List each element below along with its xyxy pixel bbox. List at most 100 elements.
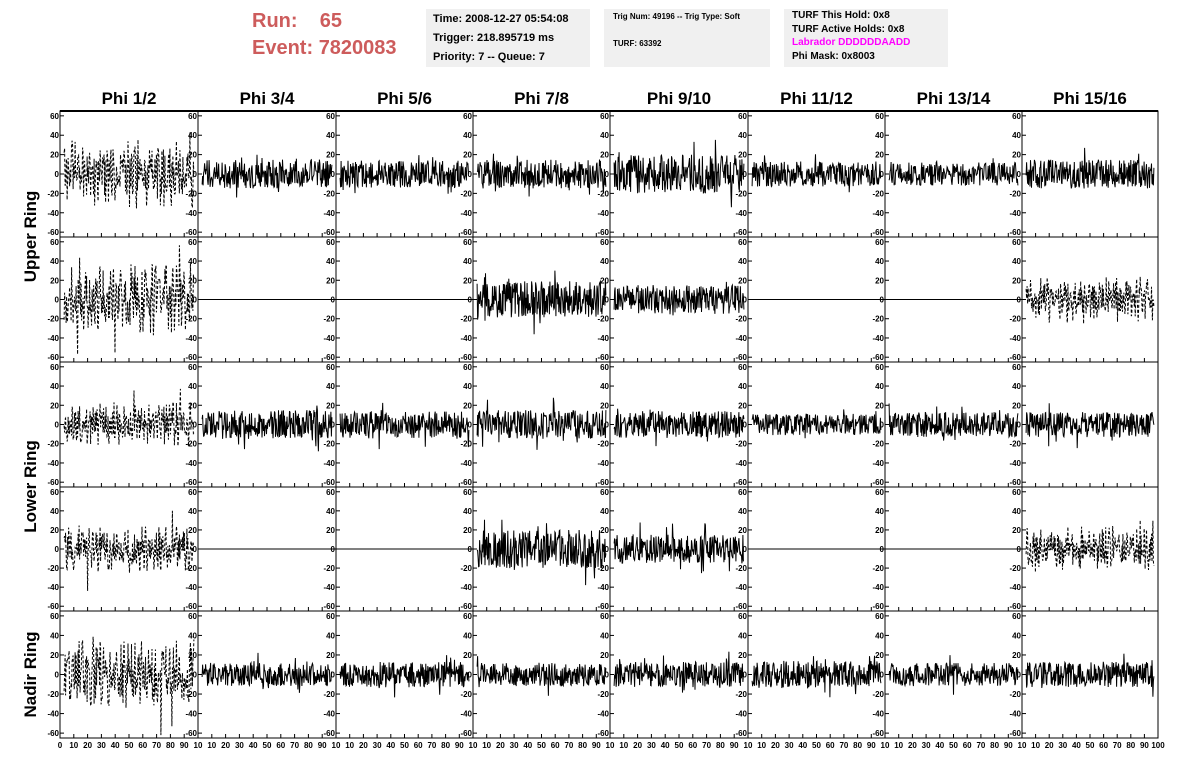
y-tick-label: -20 [597, 315, 609, 324]
y-tick-label: 0 [468, 296, 473, 305]
x-tick-label: 20 [633, 741, 642, 750]
y-tick-label: -60 [597, 228, 609, 237]
y-tick-label: -40 [1009, 583, 1021, 592]
x-tick-label: 10 [619, 741, 628, 750]
y-tick-label: 20 [1012, 526, 1021, 535]
waveform-trace [476, 270, 607, 335]
y-tick-label: 20 [50, 526, 59, 535]
y-tick-label: 60 [50, 612, 59, 621]
y-tick-label: -20 [1009, 189, 1021, 198]
y-tick-label: -40 [872, 583, 884, 592]
trigger-line: Trigger: 218.895719 ms [433, 32, 555, 44]
y-tick-label: -40 [1009, 209, 1021, 218]
y-tick-label: 20 [600, 151, 609, 160]
y-tick-label: 20 [738, 526, 747, 535]
y-tick-label: 60 [188, 238, 197, 247]
y-tick-label: -20 [872, 690, 884, 699]
waveform-trace [751, 154, 882, 193]
y-tick-label: 60 [326, 363, 335, 372]
x-tick-label: 10 [744, 741, 753, 750]
y-tick-label: 0 [331, 421, 336, 430]
y-tick-label: 60 [1012, 238, 1021, 247]
x-tick-label: 40 [111, 741, 120, 750]
run-event-box: Run: 65 Event: 7820083 [252, 8, 397, 62]
y-tick-label: 60 [50, 238, 59, 247]
y-tick-label: 20 [326, 276, 335, 285]
y-tick-label: -60 [185, 478, 197, 487]
x-tick-label: 10 [69, 741, 78, 750]
y-tick-label: -20 [47, 440, 59, 449]
y-tick-label: -60 [872, 353, 884, 362]
column-header: Phi 7/8 [514, 89, 569, 108]
y-tick-label: 0 [55, 170, 60, 179]
y-tick-label: -40 [735, 334, 747, 343]
y-tick-label: 20 [875, 651, 884, 660]
y-tick-label: 0 [605, 545, 610, 554]
y-tick-label: 20 [875, 276, 884, 285]
y-tick-label: 0 [331, 545, 336, 554]
y-tick-label: 0 [743, 671, 748, 680]
y-tick-label: 40 [600, 382, 609, 391]
x-tick-label: 60 [276, 741, 285, 750]
x-tick-label: 90 [730, 741, 739, 750]
y-tick-label: -60 [460, 478, 472, 487]
y-tick-label: 40 [738, 257, 747, 266]
y-tick-label: 40 [50, 131, 59, 140]
y-tick-label: 40 [188, 131, 197, 140]
y-tick-label: -20 [460, 564, 472, 573]
y-tick-label: 20 [326, 151, 335, 160]
y-tick-label: -20 [735, 690, 747, 699]
waveform-trace [201, 154, 333, 198]
y-tick-label: 40 [600, 257, 609, 266]
y-tick-label: 20 [600, 651, 609, 660]
y-tick-label: 40 [463, 131, 472, 140]
y-tick-label: -20 [735, 315, 747, 324]
y-tick-label: -20 [323, 315, 335, 324]
y-tick-label: -60 [872, 228, 884, 237]
y-tick-label: 40 [1012, 631, 1021, 640]
ring-label: Nadir Ring [21, 632, 40, 718]
x-tick-label: 50 [400, 741, 409, 750]
y-tick-label: -40 [597, 209, 609, 218]
turf-line: TURF: 63392 [613, 39, 662, 48]
waveform-trace [63, 510, 194, 591]
waveform-trace [63, 132, 195, 210]
waveform-trace [613, 651, 745, 693]
y-tick-label: -60 [735, 228, 747, 237]
y-tick-label: 60 [1012, 112, 1021, 121]
x-tick-label: 20 [221, 741, 230, 750]
x-tick-label: 10 [194, 741, 203, 750]
event-row: Event: 7820083 [252, 35, 397, 62]
y-tick-label: -60 [323, 602, 335, 611]
y-tick-label: 20 [738, 276, 747, 285]
waveform-trace [476, 519, 607, 586]
y-tick-label: -20 [597, 564, 609, 573]
y-tick-label: -40 [47, 459, 59, 468]
y-tick-label: 60 [188, 112, 197, 121]
y-tick-label: 40 [326, 257, 335, 266]
waveform-trace [476, 153, 607, 197]
y-tick-label: -40 [323, 209, 335, 218]
time-line: Time: 2008-12-27 05:54:08 [433, 13, 569, 25]
y-tick-label: -40 [185, 710, 197, 719]
y-tick-label: -40 [597, 583, 609, 592]
y-tick-label: -20 [460, 690, 472, 699]
y-tick-label: -60 [597, 602, 609, 611]
y-tick-label: 0 [193, 170, 198, 179]
waveform-trace [751, 409, 882, 439]
y-tick-label: -60 [185, 228, 197, 237]
turf-info-box: TURF This Hold: 0x8 TURF Active Holds: 0… [784, 9, 948, 67]
y-tick-label: -60 [185, 729, 197, 738]
waveform-trace [1025, 519, 1155, 573]
x-tick-label: 10 [894, 741, 903, 750]
y-tick-label: -60 [47, 353, 59, 362]
y-tick-label: 0 [468, 170, 473, 179]
labrador-line: Labrador DDDDDDAADD [792, 37, 911, 48]
y-tick-label: 0 [880, 545, 885, 554]
y-tick-label: -20 [597, 189, 609, 198]
y-tick-label: 60 [188, 363, 197, 372]
y-tick-label: -60 [47, 602, 59, 611]
y-tick-label: -20 [47, 315, 59, 324]
y-tick-label: -40 [460, 459, 472, 468]
y-tick-label: -60 [1009, 228, 1021, 237]
